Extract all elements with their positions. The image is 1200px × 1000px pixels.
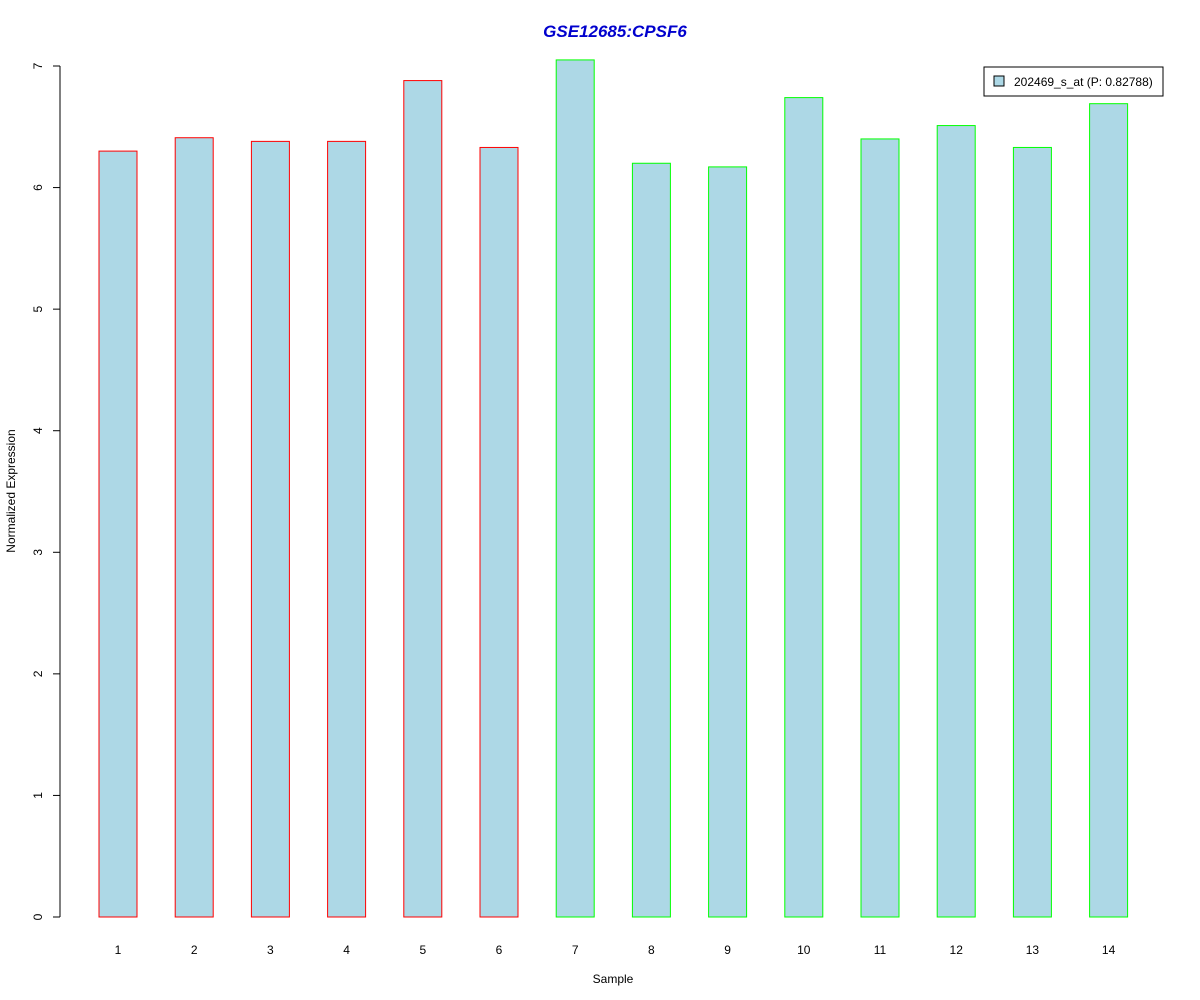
y-tick-label: 3 (31, 549, 45, 556)
bar-sample-11 (860, 138, 900, 918)
bar-sample-13 (1012, 146, 1052, 918)
x-tick-label: 3 (267, 943, 274, 957)
y-axis: 0 1 2 3 4 5 6 7 (31, 62, 61, 920)
x-axis-label: Sample (593, 972, 634, 986)
bar-sample-12 (936, 125, 976, 918)
bar-sample-3 (250, 140, 290, 918)
bar-sample-6 (479, 146, 519, 918)
x-tick-label: 14 (1102, 943, 1116, 957)
x-tick-label: 7 (572, 943, 579, 957)
y-tick-label: 7 (31, 62, 45, 69)
chart-title: GSE12685:CPSF6 (543, 22, 687, 41)
y-tick-label: 2 (31, 670, 45, 677)
bar-sample-9 (708, 166, 748, 918)
bar-sample-2 (174, 137, 214, 918)
x-tick-label: 11 (874, 943, 887, 957)
x-tick-label: 10 (797, 943, 811, 957)
y-axis-label: Normalized Expression (4, 429, 18, 552)
x-tick-label: 5 (419, 943, 426, 957)
x-tick-labels: 1 2 3 4 5 6 7 8 9 10 11 12 13 14 (115, 943, 1116, 957)
x-tick-label: 9 (724, 943, 731, 957)
bar-sample-10 (784, 97, 824, 918)
bar-sample-5 (403, 80, 443, 918)
y-tick-label: 0 (31, 913, 45, 920)
bar-sample-14 (1089, 103, 1129, 918)
y-tick-label: 6 (31, 184, 45, 191)
bars (98, 59, 1129, 918)
bar-sample-8 (631, 162, 671, 918)
bar-sample-4 (327, 140, 367, 918)
x-tick-label: 12 (950, 943, 964, 957)
y-ticks: 0 1 2 3 4 5 6 7 (31, 62, 60, 920)
bar-sample-1 (98, 150, 138, 918)
bar-sample-7 (555, 59, 595, 918)
x-tick-label: 8 (648, 943, 655, 957)
legend-box (983, 66, 1164, 97)
legend-swatch (993, 75, 1005, 87)
x-tick-label: 2 (191, 943, 198, 957)
x-tick-label: 1 (115, 943, 122, 957)
legend: 202469_s_at (P: 0.82788) (983, 66, 1164, 97)
x-tick-label: 13 (1026, 943, 1040, 957)
x-tick-label: 6 (496, 943, 503, 957)
legend-label: 202469_s_at (P: 0.82788) (1014, 75, 1153, 89)
y-tick-label: 1 (31, 792, 45, 799)
y-tick-label: 5 (31, 305, 45, 312)
x-tick-label: 4 (343, 943, 350, 957)
y-tick-label: 4 (31, 427, 45, 434)
